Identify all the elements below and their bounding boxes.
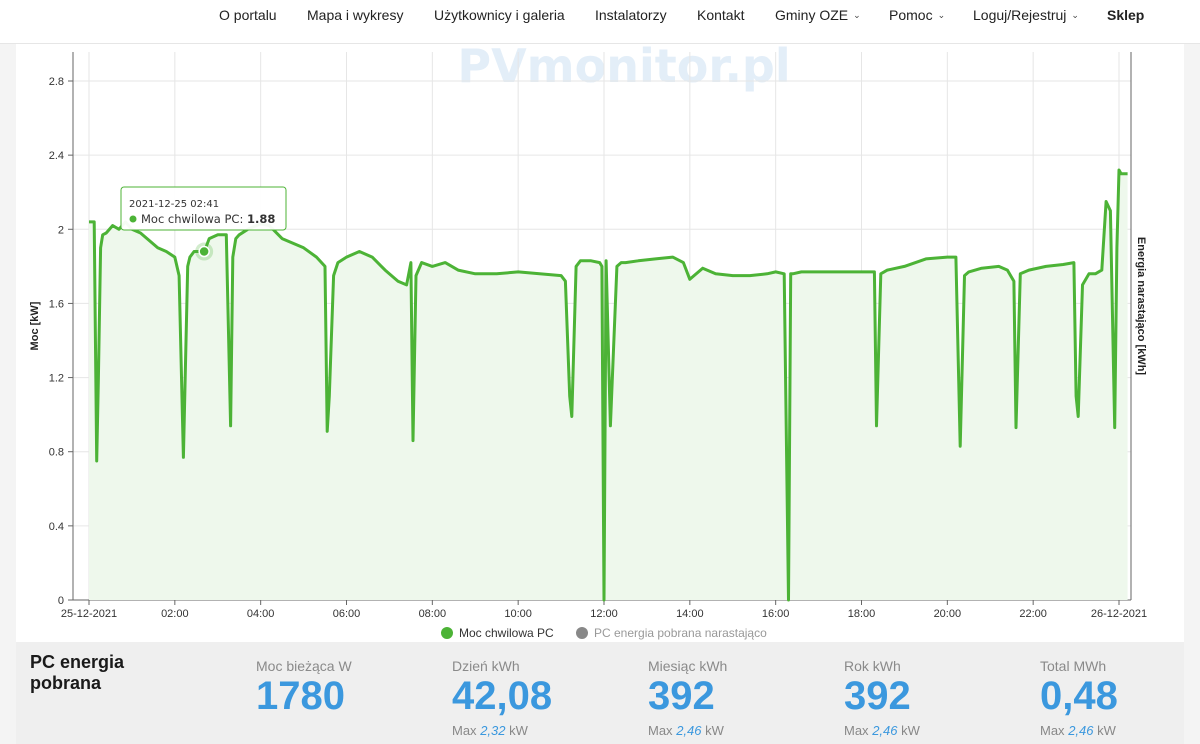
stat-current-power: Moc bieżąca W 1780 bbox=[256, 658, 352, 716]
chevron-down-icon: ⌄ bbox=[1071, 10, 1079, 20]
chart-tooltip: 2021-12-25 02:41 Moc chwilowa PC: 1.88 bbox=[120, 186, 287, 231]
x-tick-label: 14:00 bbox=[676, 608, 704, 620]
tooltip-number: 1.88 bbox=[247, 212, 275, 226]
nav-item-sklep[interactable]: Sklep bbox=[1107, 7, 1144, 23]
watermark-logo: PVmonitor.pl bbox=[457, 44, 790, 93]
power-chart: PVmonitor.pl 25-12-2021 02:00 04:00 06:00 08:… bbox=[29, 44, 1147, 640]
nav-item-kontakt[interactable]: Kontakt bbox=[697, 7, 744, 23]
stat-value: 392 bbox=[844, 674, 911, 718]
series-line-moc-chwilowa bbox=[89, 168, 1128, 602]
tooltip-time: 2021-12-25 02:41 bbox=[129, 199, 219, 210]
x-tick-label: 22:00 bbox=[1019, 608, 1047, 620]
stats-panel: PC energia pobrana Moc bieżąca W 1780 Dz… bbox=[16, 642, 1184, 744]
max-unit: kW bbox=[901, 723, 920, 738]
max-unit: kW bbox=[1097, 723, 1116, 738]
y-tick-label: 0 bbox=[58, 595, 64, 607]
nav-item-loguj-rejestruj[interactable]: Loguj/Rejestruj ⌄ bbox=[973, 7, 1079, 23]
max-unit: kW bbox=[509, 723, 528, 738]
nav-item-instalatorzy[interactable]: Instalatorzy bbox=[595, 7, 667, 23]
tooltip-box bbox=[120, 186, 287, 231]
stat-label: Rok kWh bbox=[844, 658, 901, 674]
x-tick-label: 04:00 bbox=[247, 608, 275, 620]
y-tick-label: 1.2 bbox=[49, 373, 64, 385]
stat-label: Total MWh bbox=[1040, 658, 1107, 674]
stat-max: Max 2,32 kW bbox=[452, 723, 552, 738]
nav-item-uzytkownicy-i-galeria[interactable]: Użytkownicy i galeria bbox=[434, 7, 565, 23]
y-tick-label: 1.6 bbox=[49, 298, 64, 310]
legend-item-pc-energia[interactable]: PC energia pobrana narastająco bbox=[576, 626, 767, 640]
max-prefix: Max bbox=[844, 723, 869, 738]
stat-value: 42,08 bbox=[452, 674, 553, 718]
nav-label: Sklep bbox=[1107, 7, 1145, 23]
chart-legend: Moc chwilowa PC PC energia pobrana narast… bbox=[441, 626, 767, 640]
x-tick-label: 02:00 bbox=[161, 608, 189, 620]
stat-value: 0,48 bbox=[1040, 674, 1118, 718]
hover-point bbox=[198, 245, 210, 258]
nav-label: Loguj/Rejestruj bbox=[973, 7, 1067, 23]
x-tick-label: 12:00 bbox=[590, 608, 618, 620]
nav-label: Mapa i wykresy bbox=[307, 7, 404, 23]
x-tick-label: 26-12-2021 bbox=[1091, 608, 1147, 620]
x-tick-label: 10:00 bbox=[504, 608, 532, 620]
max-unit: kW bbox=[705, 723, 724, 738]
nav-item-pomoc[interactable]: Pomoc ⌄ bbox=[889, 7, 945, 23]
max-prefix: Max bbox=[648, 723, 673, 738]
stat-max: Max 2,46 kW bbox=[844, 723, 920, 738]
x-tick-label: 16:00 bbox=[762, 608, 790, 620]
nav-label: Użytkownicy i galeria bbox=[434, 7, 565, 23]
nav-label: Kontakt bbox=[697, 7, 745, 23]
stats-title: PC energia pobrana bbox=[30, 652, 125, 693]
y2-axis-title: Energia narastająco [kWh] bbox=[1135, 237, 1147, 375]
y-tick-label: 2.4 bbox=[49, 150, 64, 162]
nav-label: O portalu bbox=[219, 7, 277, 23]
tooltip-series-dot bbox=[129, 215, 137, 223]
stat-max: Max 2,46 kW bbox=[1040, 723, 1118, 738]
y-axis-title: Moc [kW] bbox=[29, 301, 41, 350]
legend-marker bbox=[441, 627, 453, 639]
stat-label: Moc bieżąca W bbox=[256, 658, 352, 674]
stat-label: Miesiąc kWh bbox=[648, 658, 728, 674]
y-tick-label: 0.4 bbox=[49, 521, 64, 533]
max-value: 2,46 bbox=[1068, 723, 1094, 738]
stat-total: Total MWh 0,48 Max 2,46 kW bbox=[1040, 658, 1118, 738]
stat-day: Dzień kWh 42,08 Max 2,32 kW bbox=[452, 658, 552, 738]
nav-item-o-portalu[interactable]: O portalu bbox=[219, 7, 277, 23]
x-tick-label: 18:00 bbox=[848, 608, 876, 620]
max-prefix: Max bbox=[452, 723, 477, 738]
y-tick-label: 2.8 bbox=[49, 76, 64, 88]
legend-marker bbox=[576, 627, 588, 639]
stat-value: 1780 bbox=[256, 674, 345, 718]
nav-item-gminy-oze[interactable]: Gminy OZE ⌄ bbox=[775, 7, 861, 23]
top-navigation: O portalu Mapa i wykresy Użytkownicy i g… bbox=[0, 0, 1200, 44]
stat-label: Dzień kWh bbox=[452, 658, 520, 674]
stat-month: Miesiąc kWh 392 Max 2,46 kW bbox=[648, 658, 727, 738]
x-tick-label: 20:00 bbox=[934, 608, 962, 620]
x-tick-label: 25-12-2021 bbox=[61, 608, 117, 620]
stat-value: 392 bbox=[648, 674, 715, 718]
tooltip-value: Moc chwilowa PC: 1.88 bbox=[141, 212, 275, 226]
nav-item-mapa-i-wykresy[interactable]: Mapa i wykresy bbox=[307, 7, 403, 23]
nav-label: Instalatorzy bbox=[595, 7, 667, 23]
max-prefix: Max bbox=[1040, 723, 1065, 738]
nav-label: Gminy OZE bbox=[775, 7, 849, 23]
chevron-down-icon: ⌄ bbox=[853, 10, 861, 20]
max-value: 2,46 bbox=[676, 723, 702, 738]
y-tick-label: 2 bbox=[58, 224, 64, 236]
tooltip-series-name: Moc chwilowa PC: bbox=[141, 212, 247, 226]
x-tick-label: 06:00 bbox=[333, 608, 361, 620]
max-value: 2,46 bbox=[872, 723, 898, 738]
legend-label: PC energia pobrana narastająco bbox=[594, 626, 767, 640]
stat-max: Max 2,46 kW bbox=[648, 723, 727, 738]
max-value: 2,32 bbox=[480, 723, 506, 738]
y-tick-label: 0.8 bbox=[49, 447, 64, 459]
nav-label: Pomoc bbox=[889, 7, 933, 23]
legend-label: Moc chwilowa PC bbox=[459, 626, 554, 640]
chevron-down-icon: ⌄ bbox=[937, 10, 946, 20]
chart-panel: PVmonitor.pl 25-12-2021 02:00 04:00 06:00 08:… bbox=[16, 44, 1184, 642]
stat-year: Rok kWh 392 Max 2,46 kW bbox=[844, 658, 920, 738]
x-tick-label: 08:00 bbox=[419, 608, 447, 620]
legend-item-moc-chwilowa[interactable]: Moc chwilowa PC bbox=[441, 626, 554, 640]
